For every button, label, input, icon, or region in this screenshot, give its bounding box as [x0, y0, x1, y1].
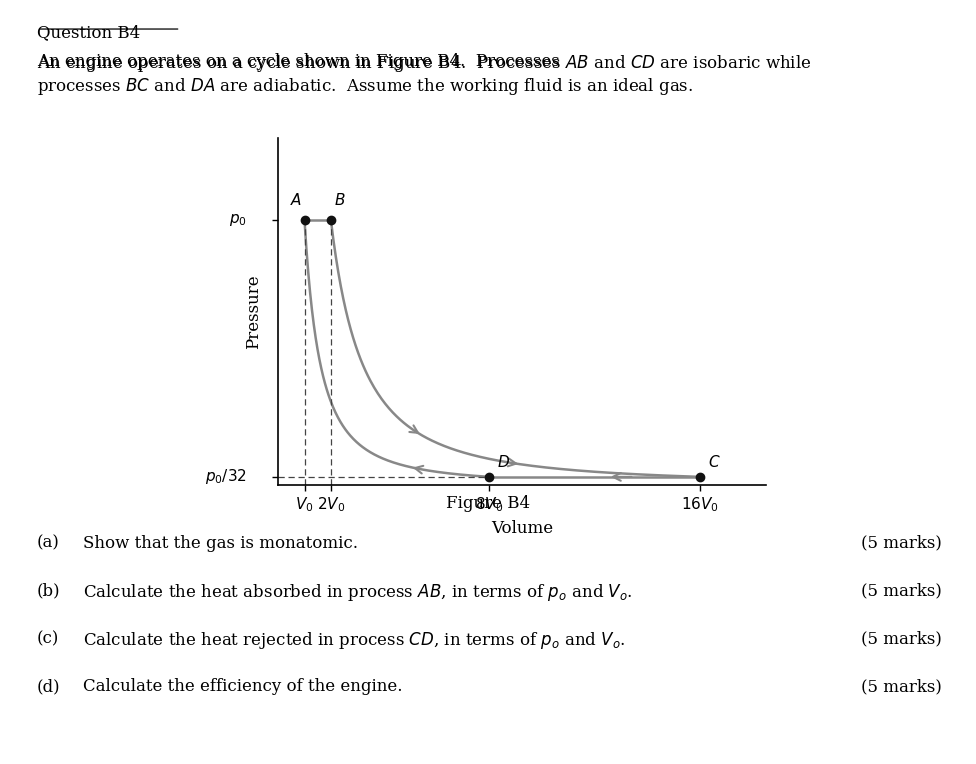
Text: (d): (d)	[37, 678, 61, 695]
Text: An engine operates on a cycle shown in Figure B4.  Processes $AB$ and $CD$ are i: An engine operates on a cycle shown in F…	[37, 53, 812, 74]
Text: $C$: $C$	[709, 455, 720, 470]
Text: Calculate the efficiency of the engine.: Calculate the efficiency of the engine.	[83, 678, 402, 695]
Text: An engine operates on a cycle shown in Figure B4.  Processes ​AB​ and ​CD​ are i: An engine operates on a cycle shown in F…	[37, 53, 813, 70]
Text: (5 marks): (5 marks)	[861, 582, 942, 599]
Text: (5 marks): (5 marks)	[861, 535, 942, 552]
Text: (5 marks): (5 marks)	[861, 678, 942, 695]
Text: (5 marks): (5 marks)	[861, 630, 942, 647]
Text: Calculate the heat absorbed in process $AB$, in terms of $p_o$ and $V_o$.: Calculate the heat absorbed in process $…	[83, 582, 632, 603]
Text: $p_0/32$: $p_0/32$	[205, 468, 247, 487]
Text: $B$: $B$	[334, 192, 346, 208]
Text: $A$: $A$	[290, 192, 302, 208]
Text: $p_0$: $p_0$	[228, 212, 247, 228]
Text: processes $BC$ and $DA$ are adiabatic.  Assume the working fluid is an ideal gas: processes $BC$ and $DA$ are adiabatic. A…	[37, 76, 693, 97]
Text: (b): (b)	[37, 582, 61, 599]
Y-axis label: Pressure: Pressure	[245, 274, 263, 348]
Text: Question B4: Question B4	[37, 24, 141, 41]
Text: An engine operates on a cycle shown in Figure B4.  Processes: An engine operates on a cycle shown in F…	[37, 53, 565, 70]
X-axis label: Volume: Volume	[491, 520, 553, 537]
Text: Show that the gas is monatomic.: Show that the gas is monatomic.	[83, 535, 358, 552]
Text: $D$: $D$	[497, 455, 510, 470]
Text: Calculate the heat rejected in process $CD$, in terms of $p_o$ and $V_o$.: Calculate the heat rejected in process $…	[83, 630, 626, 651]
Text: (a): (a)	[37, 535, 60, 552]
Text: (c): (c)	[37, 630, 60, 647]
Text: Figure B4: Figure B4	[446, 495, 530, 512]
